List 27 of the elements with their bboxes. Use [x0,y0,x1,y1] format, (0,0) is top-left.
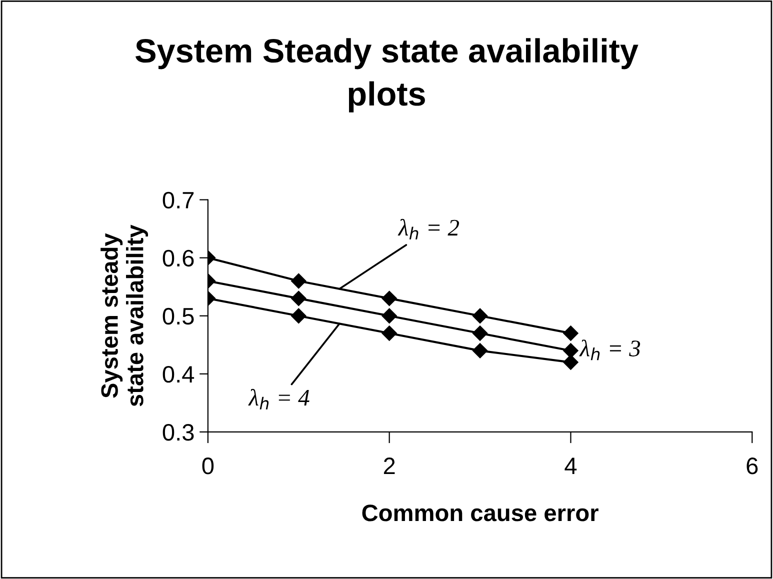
point [291,290,306,306]
x-tick-label: 0 [202,458,214,474]
point [563,354,578,370]
point [382,308,397,324]
point [291,273,306,289]
y-tick-label: 0.7 [162,192,194,209]
point [382,290,397,306]
x-tick-label: 4 [564,458,577,474]
text: λ$_{h}$ = 2 [398,218,459,240]
point [472,308,488,324]
point [563,326,578,341]
text: λ$_{h}$ = 4 [248,388,310,410]
point [472,343,488,358]
point [382,326,397,341]
y-tick-label: 0.4 [162,366,194,383]
chart-title: System Steady state availability plots [136,38,638,112]
y-tick-label: 0.6 [162,250,194,267]
x-axis-title: Common cause error [362,504,598,522]
point [291,308,306,324]
x-tick-label: 2 [384,458,395,474]
point [563,343,578,358]
y-tick-label: 0.5 [162,308,194,325]
y-axis-title: System steady state availability [100,224,148,406]
series-label: λ$_{h}$ = 3 [579,340,640,360]
y-tick-label: 0.3 [162,424,194,441]
point [472,326,488,341]
x-tick-label: 6 [746,458,758,474]
